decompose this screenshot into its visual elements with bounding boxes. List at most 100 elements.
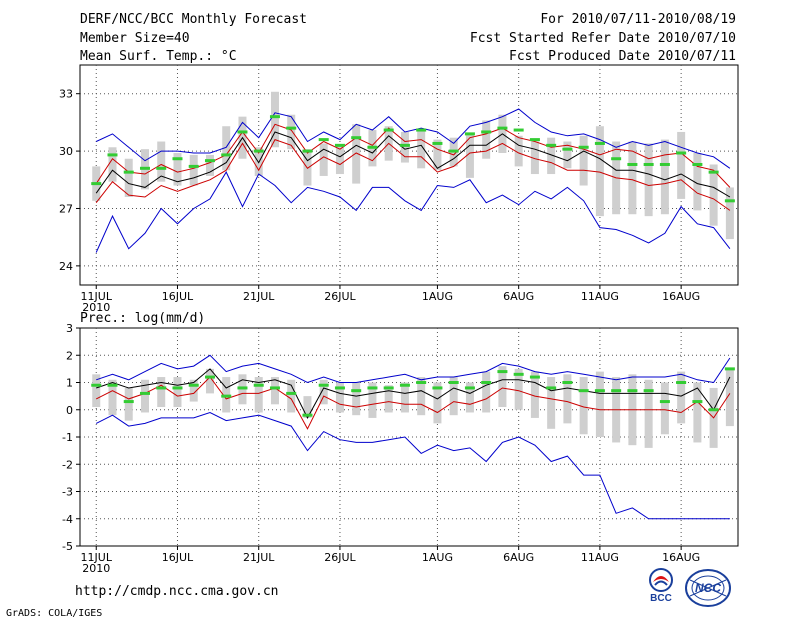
observed-marker <box>643 162 654 166</box>
ensemble-box <box>482 120 491 159</box>
panel-temperature: 11JUL 16JUL 21JUL 26JUL 1AUG 6AUG 11AUG 16AUG 20… <box>59 64 739 314</box>
ensemble-box <box>303 396 312 418</box>
series-line-mean-spread <box>95 123 731 188</box>
ensemble-box <box>693 153 702 211</box>
observed-marker <box>139 166 150 170</box>
observed-marker <box>659 400 670 404</box>
series-line-mean-spread <box>95 138 731 211</box>
ensemble-box <box>725 368 734 427</box>
observed-marker <box>481 130 492 134</box>
observed-marker <box>91 383 102 387</box>
ensemble-box <box>482 371 491 413</box>
observed-marker <box>123 400 134 404</box>
observed-marker <box>269 115 280 119</box>
ensemble-box <box>514 368 523 410</box>
observed-marker <box>497 126 508 130</box>
observed-marker <box>513 372 524 376</box>
ensemble-box <box>335 382 344 413</box>
y-tick-label: 0 <box>66 404 73 417</box>
ensemble-box <box>595 126 604 217</box>
x-tick-label: 16AUG <box>662 551 700 564</box>
observed-marker <box>448 149 459 153</box>
x-tick-label: 1AUG <box>422 551 453 564</box>
ensemble-box <box>287 379 296 413</box>
observed-marker <box>351 389 362 393</box>
observed-marker <box>481 381 492 384</box>
observed-marker <box>139 391 150 395</box>
observed-marker <box>172 386 183 390</box>
observed-marker <box>464 386 475 390</box>
ensemble-box <box>205 368 214 394</box>
ensemble-box <box>270 377 279 405</box>
x-tick-label: 11JUL <box>81 551 113 564</box>
x-tick-label: 16JUL <box>162 551 194 564</box>
y-tick-label: 30 <box>59 145 73 158</box>
observed-marker <box>383 386 394 390</box>
y-tick-label: 2 <box>66 349 73 362</box>
ensemble-box <box>205 154 214 176</box>
ensemble-box <box>660 382 669 435</box>
observed-marker <box>724 199 735 203</box>
series-line-mean-spread <box>95 376 731 430</box>
ensemble-box <box>530 371 539 418</box>
ensemble-box <box>319 379 328 405</box>
bcc-emblem-icon <box>649 568 673 592</box>
observed-marker <box>432 141 443 145</box>
ensemble-box <box>677 371 686 424</box>
observed-marker <box>156 386 167 390</box>
ensemble-box <box>303 149 312 186</box>
member-size: Member Size=40 <box>80 31 190 46</box>
observed-marker <box>253 383 264 387</box>
observed-marker <box>237 386 248 390</box>
observed-marker <box>204 159 215 163</box>
grads-credit: GrADS: COLA/IGES <box>6 608 103 619</box>
ensemble-box <box>254 377 263 413</box>
ensemble-box <box>417 130 426 169</box>
ensemble-box <box>124 387 133 421</box>
ensemble-box <box>530 141 539 175</box>
plot-frame <box>79 64 739 286</box>
ensemble-box <box>400 131 409 163</box>
source-url[interactable]: http://cmdp.ncc.cma.gov.cn <box>75 584 279 599</box>
observed-marker <box>676 381 687 384</box>
ensemble-box <box>433 139 442 171</box>
ensemble-box <box>465 382 474 413</box>
x-tick-label: 16AUG <box>662 290 700 303</box>
ensemble-box <box>449 377 458 416</box>
series-line-ensemble-max <box>96 354 731 384</box>
observed-marker <box>432 386 443 390</box>
ensemble-box <box>189 154 198 186</box>
observed-marker <box>367 145 378 149</box>
observed-marker <box>107 153 118 157</box>
observed-marker <box>562 147 573 151</box>
ensemble-box <box>222 126 231 171</box>
observed-marker <box>204 375 215 379</box>
observed-marker <box>269 386 280 390</box>
ensemble-box <box>335 145 344 175</box>
y-tick-label: 1 <box>66 377 73 390</box>
ensemble-box <box>547 137 556 175</box>
series-line-ensemble-min <box>95 411 730 520</box>
bcc-text: BCC <box>650 593 672 604</box>
ensemble-box <box>384 385 393 413</box>
series-line-ensemble-mean <box>95 131 731 198</box>
ncc-emblem-icon <box>685 569 731 607</box>
observed-marker <box>188 164 199 168</box>
observed-marker <box>334 386 345 390</box>
ensemble-box <box>270 91 279 148</box>
observed-marker <box>497 370 508 374</box>
observed-marker <box>724 367 735 371</box>
observed-marker <box>627 389 638 393</box>
observed-marker <box>643 389 654 393</box>
forecast-produced-date: Fcst Produced Date 2010/07/11 <box>509 49 736 64</box>
ensemble-box <box>660 139 669 215</box>
y-tick-label: -1 <box>62 431 73 444</box>
observed-marker <box>416 128 427 132</box>
observed-marker <box>286 126 297 130</box>
x-tick-label: 11JUL <box>81 290 113 303</box>
y-tick-label: -2 <box>62 458 73 471</box>
x-tick-label: 11AUG <box>581 290 619 303</box>
observed-marker <box>253 149 264 153</box>
observed-marker <box>611 389 622 393</box>
